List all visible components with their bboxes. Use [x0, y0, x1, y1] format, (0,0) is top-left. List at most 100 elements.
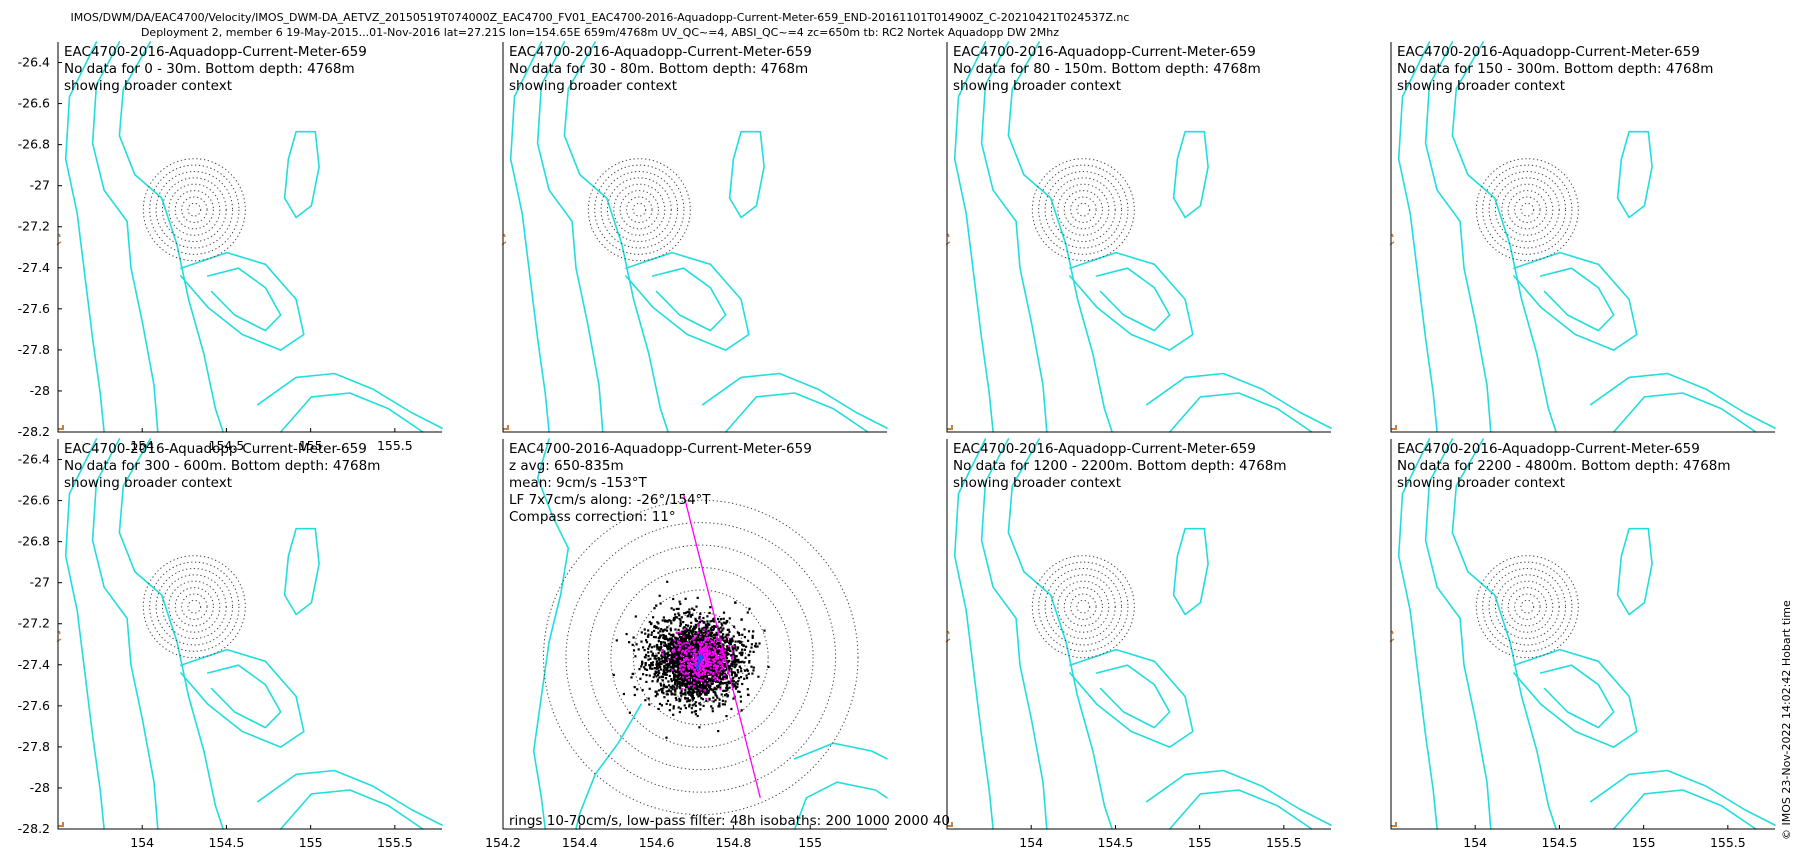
velocity-point — [636, 688, 639, 691]
speed-ring — [1520, 599, 1535, 614]
velocity-point — [685, 668, 688, 671]
velocity-point — [653, 667, 656, 670]
velocity-point — [700, 697, 703, 700]
velocity-point — [733, 661, 736, 664]
velocity-point — [724, 663, 727, 666]
velocity-point — [650, 622, 653, 625]
velocity-point — [693, 678, 696, 681]
velocity-point — [658, 702, 662, 705]
velocity-point — [672, 608, 675, 611]
velocity-point — [733, 671, 737, 674]
x-tick-label: 154.2 — [485, 835, 521, 850]
velocity-point — [688, 653, 691, 656]
velocity-point — [685, 627, 688, 630]
velocity-point — [743, 628, 746, 631]
lowpass-point — [707, 646, 710, 649]
velocity-point — [740, 618, 743, 621]
velocity-point — [734, 655, 737, 659]
lowpass-point — [686, 658, 689, 661]
lowpass-point — [714, 649, 716, 652]
velocity-point — [695, 624, 698, 627]
velocity-point — [666, 699, 670, 702]
lowpass-point — [681, 688, 684, 690]
lowpass-point — [715, 654, 718, 657]
velocity-point — [686, 610, 689, 613]
velocity-point — [714, 658, 717, 661]
velocity-point — [737, 680, 740, 683]
panel-title: EAC4700-2016-Aquadopp-Current-Meter-659 — [509, 44, 812, 60]
velocity-point — [730, 707, 733, 711]
velocity-point — [718, 667, 721, 670]
isobath-line — [1451, 41, 1557, 433]
velocity-point — [697, 647, 701, 650]
velocity-point — [724, 700, 727, 703]
velocity-point — [725, 640, 729, 643]
velocity-point — [674, 653, 678, 656]
velocity-point — [745, 674, 748, 677]
velocity-point — [721, 643, 724, 646]
lowpass-point — [683, 642, 686, 645]
velocity-point — [673, 678, 676, 682]
velocity-point — [732, 646, 735, 649]
velocity-point — [673, 693, 676, 696]
velocity-point — [689, 643, 692, 646]
velocity-point — [665, 668, 668, 671]
isobath-line — [91, 41, 159, 433]
velocity-point — [718, 683, 722, 686]
velocity-point — [667, 638, 670, 641]
velocity-point — [717, 649, 720, 652]
velocity-point — [677, 607, 680, 610]
velocity-point — [669, 658, 672, 661]
lowpass-point — [679, 631, 681, 634]
velocity-point — [681, 666, 684, 669]
velocity-point — [689, 629, 692, 632]
velocity-point — [695, 687, 698, 691]
speed-ring — [565, 522, 837, 793]
velocity-point — [633, 693, 636, 697]
velocity-point — [658, 657, 661, 661]
velocity-point — [664, 659, 667, 662]
velocity-point — [718, 630, 721, 633]
velocity-point — [677, 655, 680, 658]
velocity-point — [690, 614, 693, 617]
velocity-point — [679, 657, 682, 660]
velocity-point — [735, 685, 738, 689]
velocity-point — [698, 694, 701, 697]
velocity-point — [684, 679, 687, 682]
velocity-point — [680, 689, 683, 692]
x-tick-label: 154 — [130, 835, 154, 850]
velocity-point — [716, 646, 719, 649]
velocity-point — [676, 645, 679, 649]
lowpass-point — [717, 673, 720, 676]
lowpass-point — [721, 665, 724, 668]
velocity-point — [660, 657, 663, 660]
panel-annotation: showing broader context — [1397, 475, 1565, 491]
velocity-point — [743, 636, 746, 639]
lowpass-point — [682, 668, 685, 670]
velocity-point — [673, 660, 676, 663]
panel-footer: rings 10-70cm/s, low-pass filter: 48h is… — [509, 813, 950, 829]
velocity-point — [700, 629, 703, 632]
velocity-point — [678, 686, 681, 689]
map-panel-5: -26.4 -26.6 -26.8 -27 -27.2 -27.4 -27.6 -27.8 -2… — [18, 438, 443, 850]
velocity-point — [673, 669, 676, 672]
velocity-point — [658, 648, 661, 651]
velocity-point — [672, 663, 675, 666]
lowpass-point — [701, 673, 703, 676]
velocity-point — [721, 703, 724, 706]
velocity-point — [676, 680, 679, 683]
speed-ring — [543, 499, 859, 816]
velocity-point — [659, 668, 663, 671]
velocity-point — [674, 616, 677, 619]
velocity-point — [670, 678, 673, 681]
velocity-point — [664, 652, 668, 655]
velocity-point — [656, 621, 659, 624]
lowpass-point — [679, 644, 681, 647]
lowpass-point — [676, 631, 679, 634]
isobath-line — [1540, 267, 1615, 332]
velocity-point — [647, 655, 650, 658]
velocity-point — [706, 681, 709, 684]
velocity-point — [632, 649, 636, 652]
velocity-point — [714, 639, 717, 642]
panel-annotation: LF 7x7cm/s along: -26°/154°T — [509, 492, 711, 508]
